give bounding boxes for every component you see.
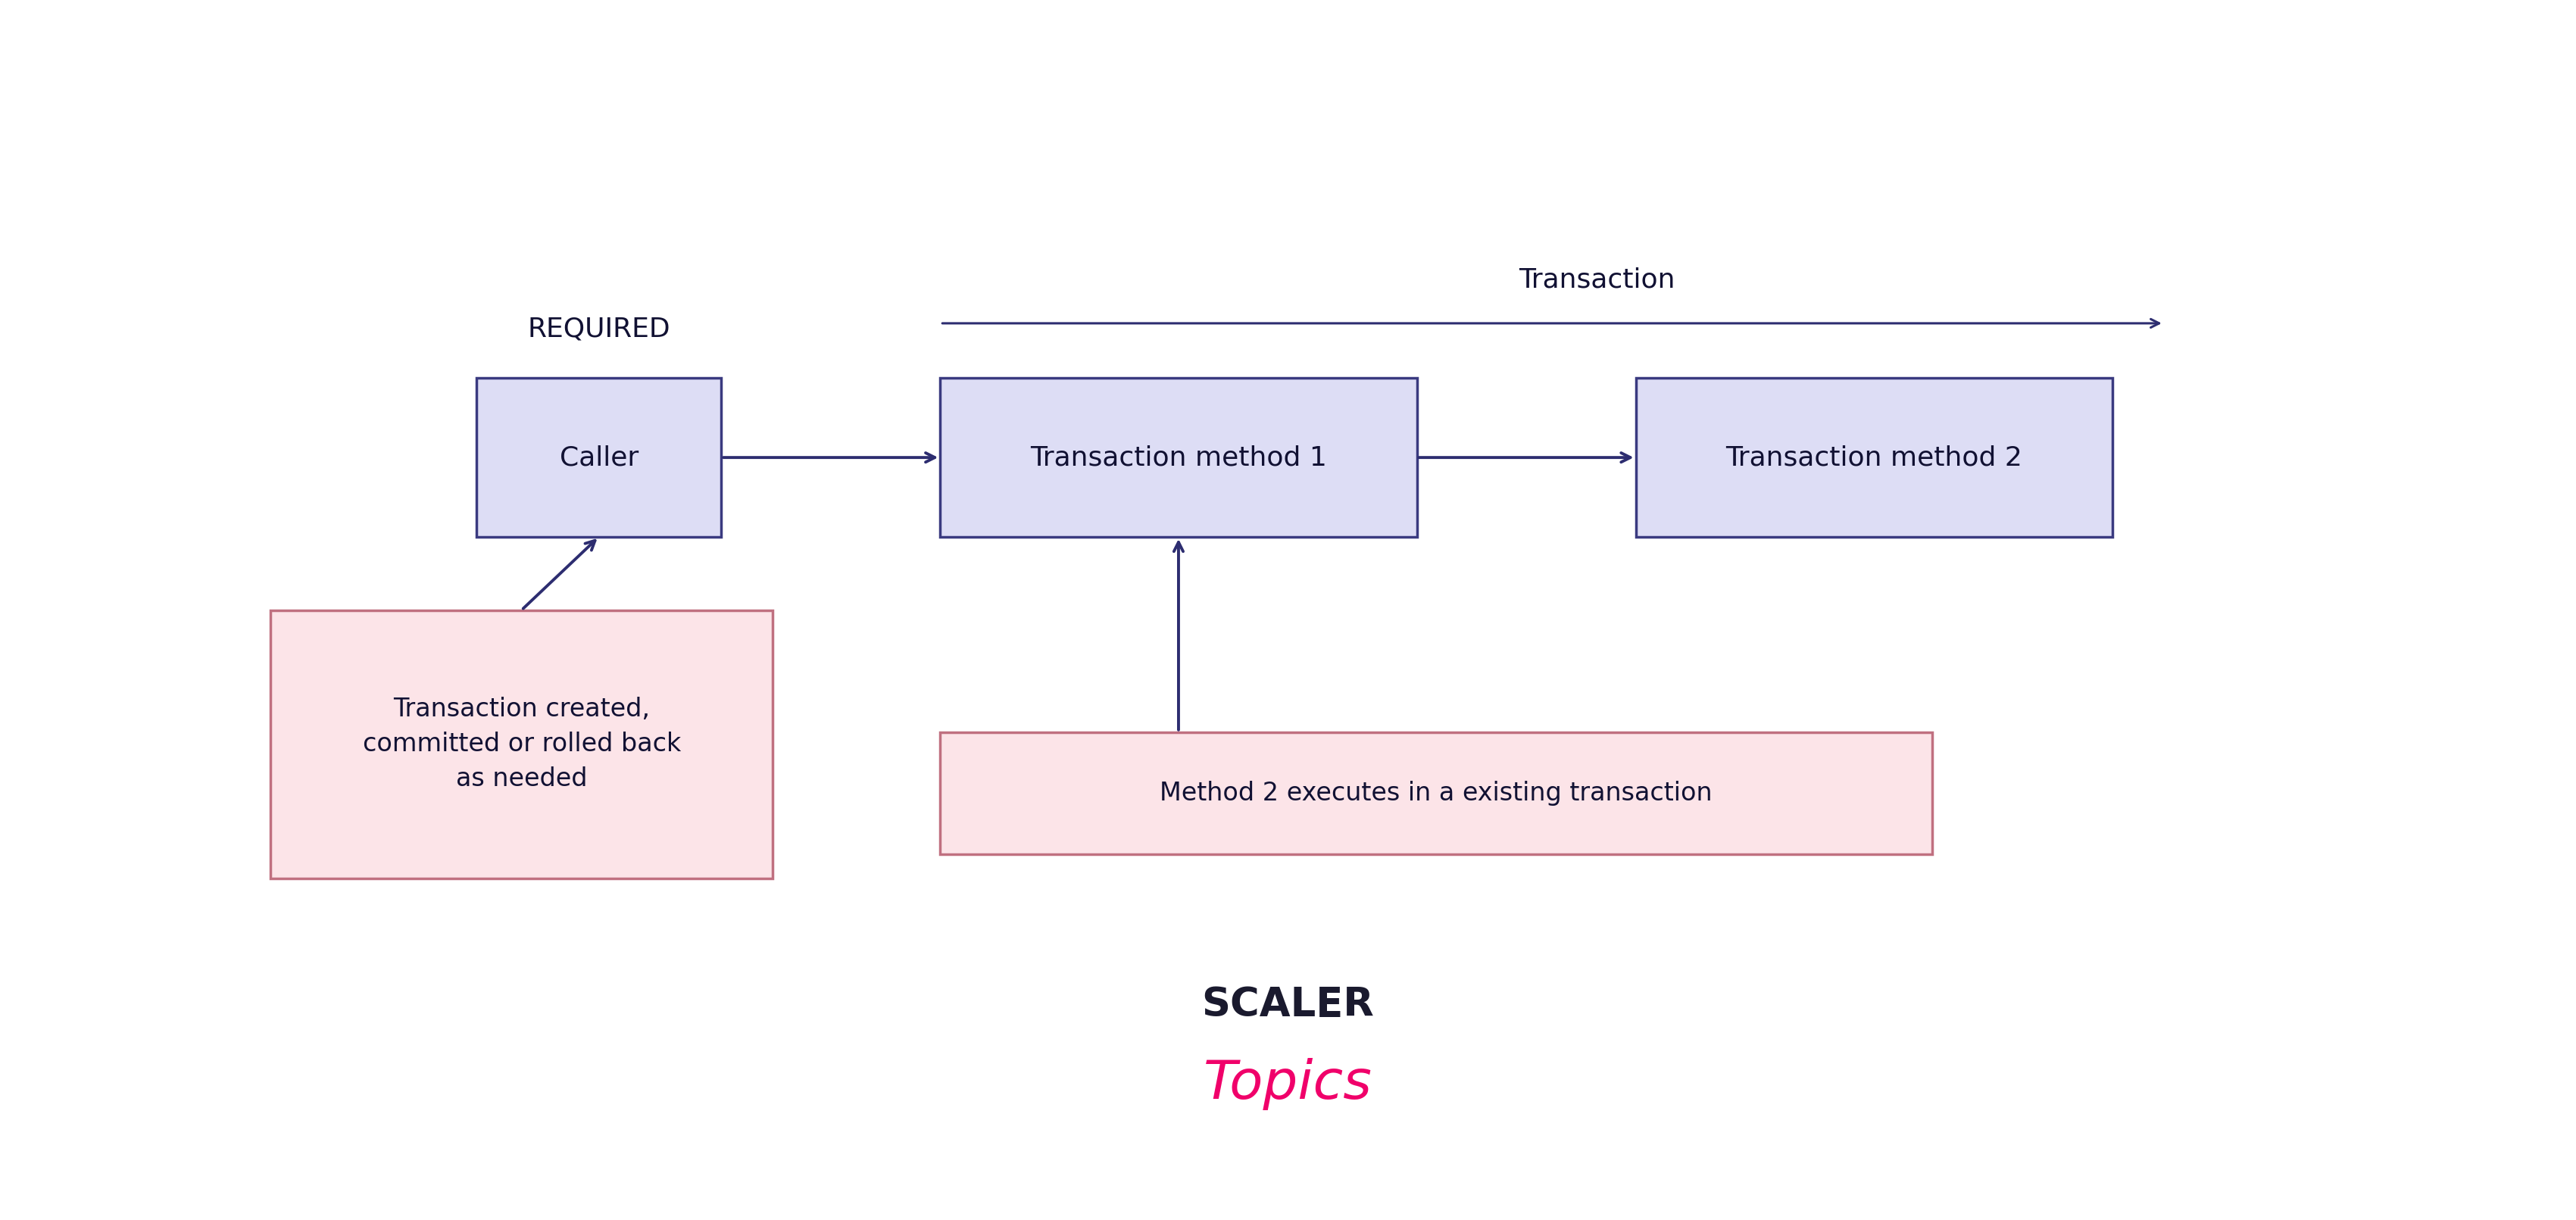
FancyBboxPatch shape <box>940 732 1932 854</box>
Text: Topics: Topics <box>1203 1058 1373 1110</box>
Text: Transaction method 2: Transaction method 2 <box>1726 444 2022 471</box>
FancyBboxPatch shape <box>940 378 1417 537</box>
Text: Transaction method 1: Transaction method 1 <box>1030 444 1327 471</box>
FancyBboxPatch shape <box>1636 378 2112 537</box>
Text: Transaction created,
committed or rolled back
as needed: Transaction created, committed or rolled… <box>363 697 680 792</box>
Text: REQUIRED: REQUIRED <box>528 316 670 342</box>
FancyBboxPatch shape <box>270 610 773 878</box>
Text: Method 2 executes in a existing transaction: Method 2 executes in a existing transact… <box>1159 781 1713 805</box>
Text: SCALER: SCALER <box>1200 986 1376 1025</box>
Text: Transaction: Transaction <box>1520 267 1674 293</box>
FancyBboxPatch shape <box>477 378 721 537</box>
Text: Caller: Caller <box>559 444 639 471</box>
